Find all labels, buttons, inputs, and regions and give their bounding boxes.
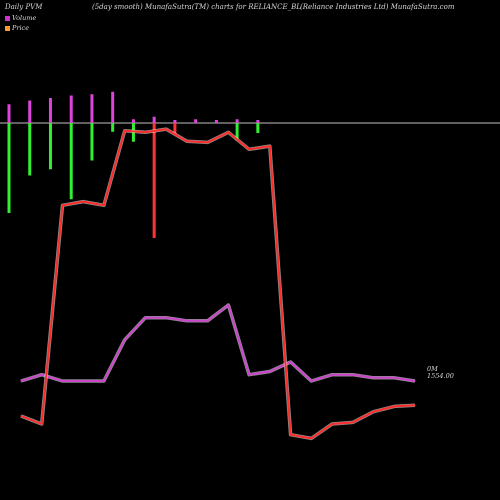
volume-point [103,380,105,382]
volume-point [41,374,43,376]
price-point [372,411,375,413]
price-end-label: 1554.00 [427,372,454,380]
pvm-up-bar [28,100,32,123]
legend-label-price: Price [12,24,30,32]
chart-header-left: Daily PVM [5,3,43,11]
volume-point [269,370,271,373]
price-point [310,437,312,439]
pvm-up-bar [256,120,260,123]
pvm-up-bar [214,120,218,123]
pvm-down-bar [152,123,156,238]
chart-header-center: (5day smooth) MunafaSutra(TM) charts for… [92,3,301,11]
price-point [248,148,250,150]
volume-point [124,339,126,341]
pvm-down-bar [111,123,115,132]
price-point [207,141,209,143]
price-point [186,140,188,142]
price-point [352,421,354,423]
volume-point [227,304,229,306]
volume-point [61,380,64,382]
price-point [61,204,64,206]
volume-end-label: 0M [427,365,438,373]
pvm-down-bar [69,123,73,200]
pvm-up-bar [90,94,94,123]
volume-point [372,377,375,379]
volume-point [186,320,188,322]
pvm-up-bar [69,95,73,123]
price-point [144,131,147,133]
volume-point [165,317,167,319]
volume-series-line-glow [20,303,416,383]
volume-point [144,317,147,319]
pvm-up-bar [111,91,115,123]
pvm-down-bar [48,123,52,170]
price-series-line-glow [20,127,416,441]
volume-point [331,374,333,376]
legend-swatch-volume [5,15,10,21]
price-point [269,145,271,147]
price-point [41,423,43,425]
legend-label-volume: Volume [12,14,37,22]
pvm-down-bar [173,123,177,135]
pvm-up-bar [194,119,198,123]
pvm-up-bar [131,119,135,123]
price-point [227,131,229,133]
volume-point [248,374,250,376]
price-point [124,130,126,132]
volume-point [393,377,395,379]
legend-swatch-price [5,25,10,31]
price-point [165,128,167,130]
legend-item-price: Price [5,24,29,32]
price-point [82,201,84,203]
pvm-down-bar [235,123,239,141]
price-point [103,204,105,206]
volume-point [20,380,22,382]
volume-point [82,380,84,382]
pvm-up-bar [48,98,52,123]
volume-point [207,320,209,322]
pvm-down-bar [90,123,94,161]
legend-item-volume: Volume [5,14,36,22]
volume-point [414,380,416,382]
pvm-down-bar [28,123,32,176]
price-point [414,404,416,406]
volume-series-line [20,304,416,382]
price-series-line [20,128,416,440]
pvm-up-bar [235,119,239,123]
pvm-down-bar [256,123,260,133]
pvm-up-bar [173,120,177,123]
chart-header-right: (Reliance Industries Ltd) MunafaSutra.co… [300,3,455,11]
price-point [393,405,395,407]
pvm-up-bar [7,104,11,123]
volume-point [289,361,292,363]
volume-point [352,374,354,376]
price-point [331,423,333,425]
volume-point [310,380,312,382]
price-point [20,415,22,417]
pvm-down-bar [7,123,11,213]
pvm-up-bar [152,116,156,123]
price-point [289,434,292,436]
